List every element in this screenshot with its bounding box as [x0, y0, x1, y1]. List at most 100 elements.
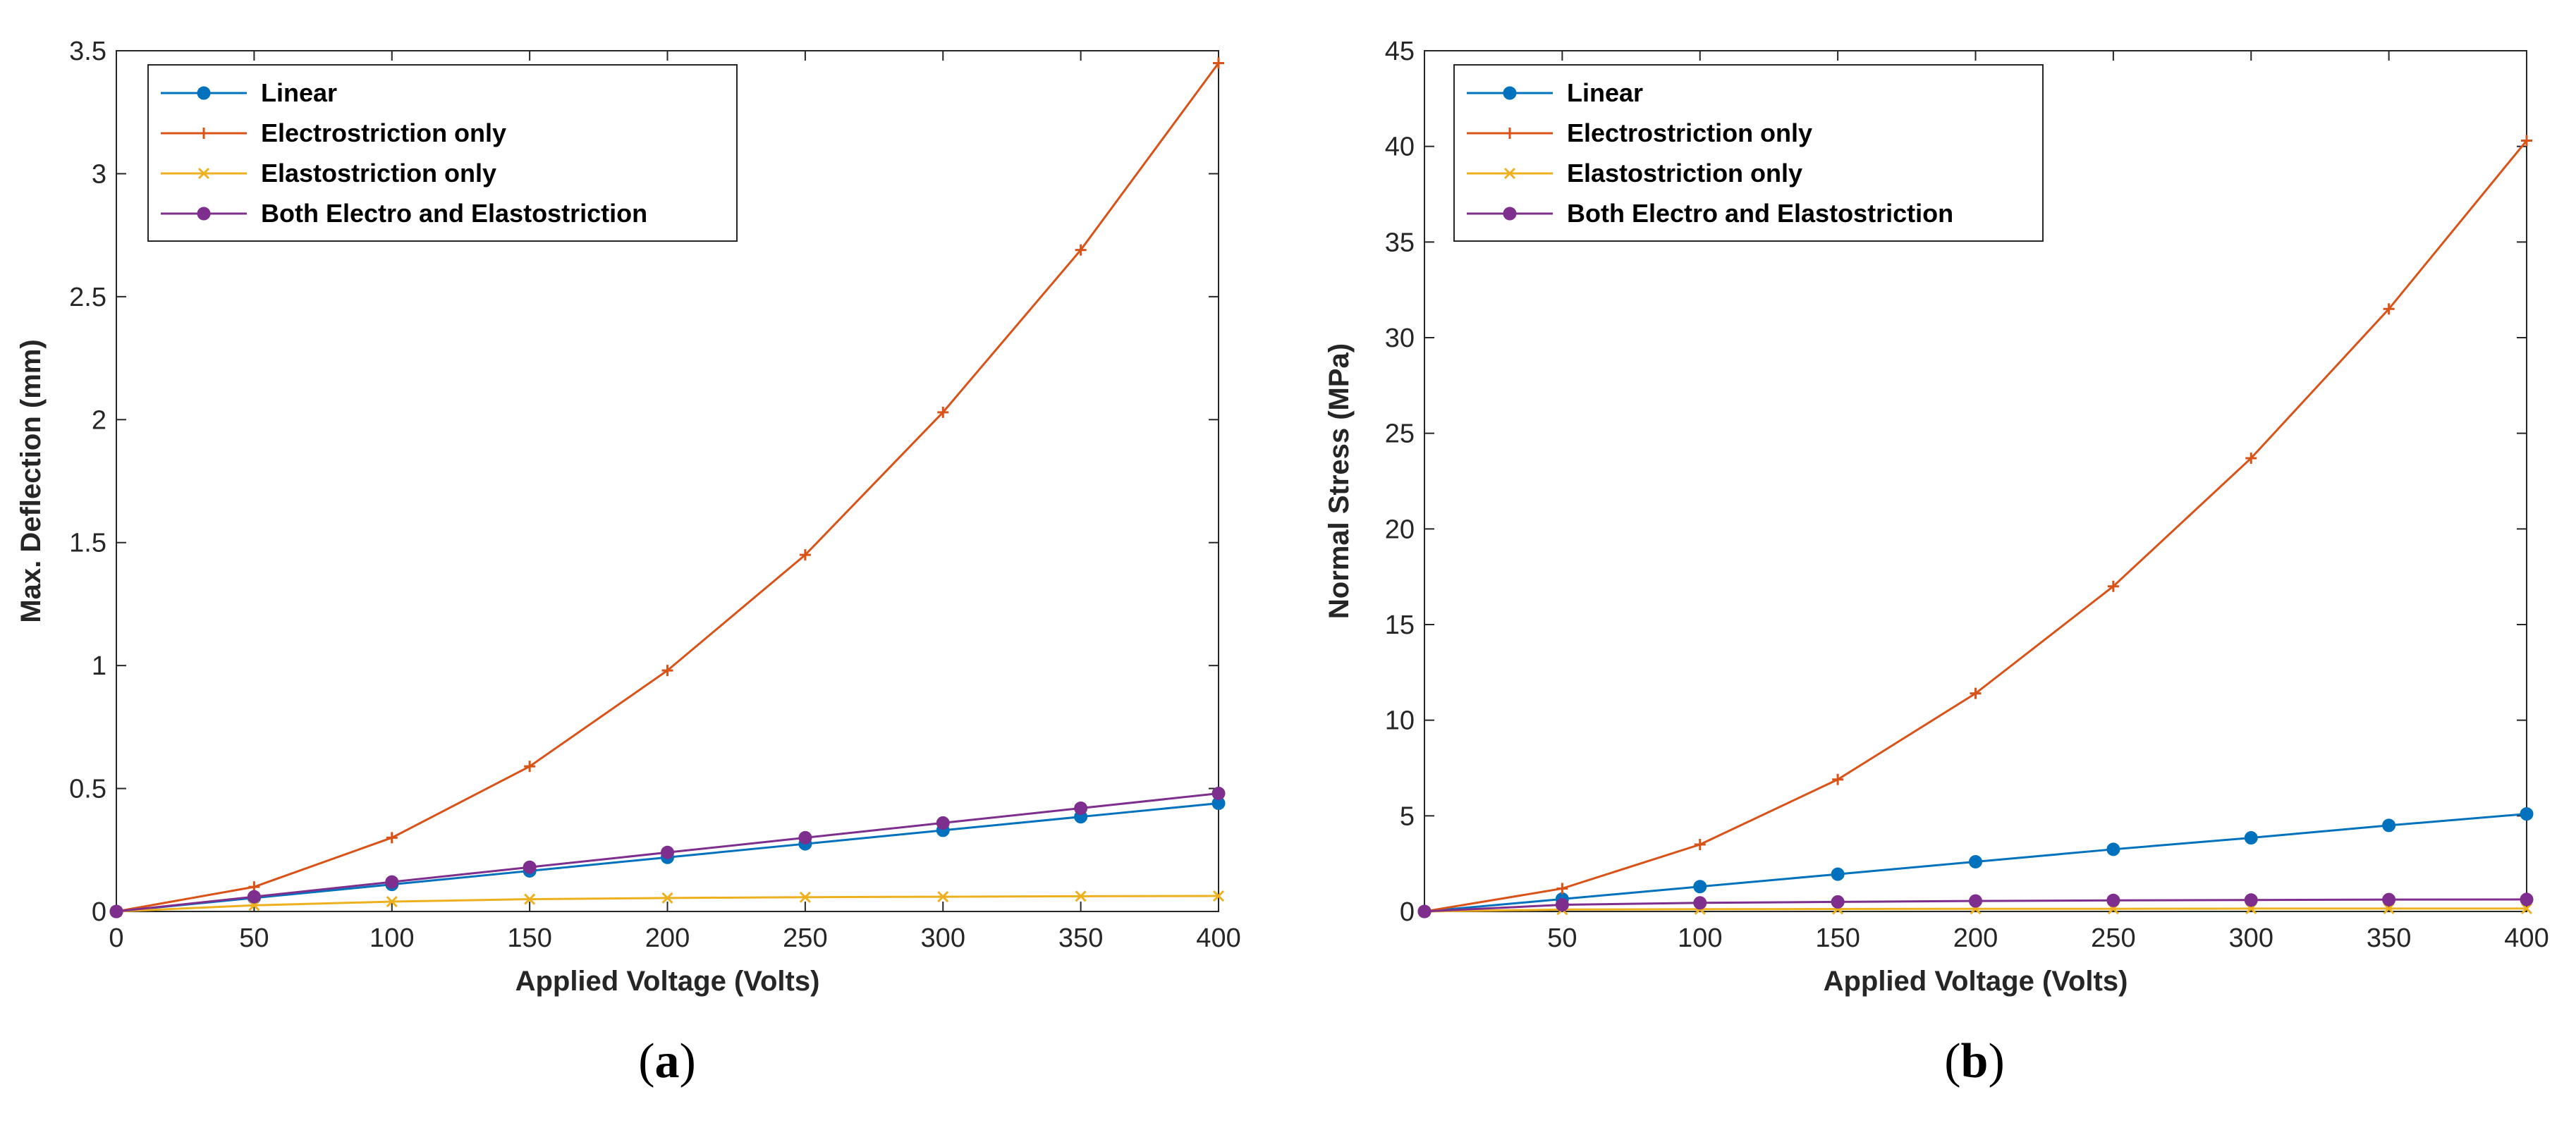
- chart-a-series-1-point: [524, 761, 536, 773]
- chart-a-x-tick-label: 300: [921, 923, 965, 953]
- chart-b-x-tick-label: 250: [2091, 923, 2135, 953]
- chart-a-legend-label: Both Electro and Elastostriction: [261, 199, 647, 228]
- chart-a-y-tick-label: 2: [92, 405, 106, 435]
- chart-b-series-1-point: [2107, 580, 2119, 592]
- chart-a-x-tick-label: 250: [783, 923, 827, 953]
- chart-b-legend-marker: [1503, 167, 1516, 180]
- chart-b-x-tick-label: 200: [1953, 923, 1998, 953]
- chart-a-legend-box: [147, 64, 738, 242]
- chart-a-y-tick-label: 2.5: [69, 283, 106, 312]
- chart-a: 0 50 100 150 200 250 300 350 400 0 0.5 1 1.5 2 2.5 3 3.5…: [16, 37, 1241, 1088]
- chart-b-series-0-point: [1831, 867, 1845, 881]
- chart-b-x-tick-label: 350: [2367, 923, 2411, 953]
- chart-b-legend-box: [1453, 64, 2044, 242]
- chart-a-caption: (a): [638, 1034, 696, 1088]
- chart-b-series-2-point: [2520, 902, 2533, 914]
- chart-a-series-3-point: [109, 904, 123, 919]
- chart-a-legend-label: Linear: [261, 78, 337, 107]
- chart-b-y-tick-label: 25: [1385, 419, 1415, 449]
- chart-b-series-3: [1417, 892, 2534, 919]
- chart-a-x-tick-label: 50: [239, 923, 269, 953]
- chart-a-x-tick-label: 350: [1058, 923, 1103, 953]
- chart-a-series-2-point: [661, 892, 673, 904]
- chart-a-series-1-point: [1075, 244, 1087, 256]
- chart-a-y-tick-label: 0.5: [69, 775, 106, 804]
- chart-b-y-axis-label: Normal Stress (MPa): [1324, 343, 1355, 619]
- chart-a-series-2-point: [386, 895, 398, 908]
- chart-b-legend-label: Electrostriction only: [1567, 118, 1812, 147]
- chart-b-y-tick-label: 30: [1385, 324, 1415, 353]
- chart-b-series-0-point: [1969, 854, 1982, 868]
- chart-b-series-0-point: [2244, 831, 2258, 845]
- chart-b-x-tick-label: 50: [1547, 923, 1577, 953]
- chart-a-series-3-point: [1074, 801, 1088, 815]
- chart-b-caption-letter: b: [1961, 1034, 1989, 1088]
- chart-a-series-2-point: [937, 891, 949, 903]
- chart-b-y-tick-label: 40: [1385, 133, 1415, 162]
- chart-a-legend-marker: [197, 167, 210, 180]
- chart-b-series-0-point: [2520, 807, 2534, 821]
- chart-b-legend-label: Linear: [1567, 78, 1643, 107]
- chart-a-legend-marker: [197, 207, 211, 221]
- chart-b-legend: Linear Electrostriction only Elastostricti…: [1453, 64, 2044, 242]
- chart-b-y-tick-label: 5: [1400, 802, 1415, 831]
- chart-b-series-1-point: [2245, 452, 2257, 464]
- chart-b-series-1-point: [1556, 883, 1568, 895]
- chart-b-series-3-point: [1693, 896, 1707, 910]
- chart-b-legend-label: Both Electro and Elastostriction: [1567, 199, 1953, 228]
- chart-a-series-1: [111, 57, 1224, 917]
- chart-b-legend-marker: [1504, 128, 1515, 139]
- chart-b-series-3-point: [2382, 892, 2396, 907]
- chart-a-series-1-point: [661, 665, 673, 677]
- chart-a-series-3: [109, 787, 1226, 919]
- chart-a-series-2-point: [524, 893, 536, 905]
- chart-a-series-1-point: [937, 406, 949, 418]
- chart-b-y-tick-label: 35: [1385, 228, 1415, 257]
- chart-a-series-3-point: [798, 830, 812, 845]
- chart-b-series-1-point: [2383, 303, 2395, 315]
- chart-a-y-tick-label: 3.5: [69, 37, 106, 66]
- chart-b-series-3-point: [1831, 895, 1845, 909]
- chart-a-legend: Linear Electrostriction only Elastostricti…: [147, 64, 738, 242]
- chart-a-series-1-point: [386, 832, 398, 844]
- chart-b-series-1-point: [1694, 839, 1706, 851]
- chart-b-x-axis-label: Applied Voltage (Volts): [1824, 966, 2128, 997]
- chart-b-caption: (b): [1944, 1034, 2005, 1088]
- chart-a-x-tick-label: 0: [109, 923, 123, 953]
- chart-b-series-3-point: [2520, 892, 2534, 907]
- chart-b-series-3-point: [1969, 894, 1982, 908]
- chart-b: 50 100 150 200 250 300 350 400 0 5 10 15 20 25 30 35 40 4…: [1324, 37, 2549, 1088]
- chart-a-x-tick-label: 150: [507, 923, 551, 953]
- chart-b-x-tick-label: 300: [2229, 923, 2273, 953]
- chart-b-series-3-point: [1417, 904, 1432, 919]
- chart-b-series-0-point: [2106, 842, 2120, 856]
- chart-b-y-tick-label: 20: [1385, 515, 1415, 544]
- chart-b-y-tick-label: 10: [1385, 706, 1415, 736]
- chart-a-y-tick-label: 0: [92, 897, 106, 927]
- chart-a-series-2-point: [1212, 890, 1225, 902]
- chart-b-series-0-point: [1693, 880, 1707, 894]
- chart-a-x-tick-label: 400: [1196, 923, 1240, 953]
- chart-b-series-3-point: [2244, 893, 2258, 907]
- chart-b-series-1: [1419, 135, 2532, 917]
- chart-a-series-2-point: [1075, 890, 1087, 902]
- chart-a-series-1-point: [1213, 57, 1224, 69]
- chart-b-x-tick-label: 400: [2504, 923, 2548, 953]
- chart-a-series-3-point: [661, 845, 674, 859]
- chart-b-legend-marker: [1503, 207, 1517, 221]
- chart-a-y-tick-label: 3: [92, 159, 106, 189]
- chart-b-legend-label: Elastostriction only: [1567, 159, 1802, 188]
- chart-a-y-tick-label: 1: [92, 651, 106, 681]
- chart-a-caption-letter: a: [655, 1034, 680, 1088]
- chart-b-y-tick-label: 0: [1400, 897, 1415, 927]
- chart-b-series-1-point: [2521, 135, 2532, 147]
- chart-b-x-tick-label: 150: [1815, 923, 1860, 953]
- chart-a-series-3-point: [247, 890, 261, 904]
- chart-a-legend-marker: [197, 86, 211, 100]
- chart-b-y-tick-label: 15: [1385, 610, 1415, 640]
- chart-b-y-tick-label: 45: [1385, 37, 1415, 66]
- chart-a-series-3-point: [385, 875, 399, 889]
- chart-b-series-3-point: [1555, 898, 1569, 912]
- chart-a-y-axis-label: Max. Deflection (mm): [16, 339, 47, 622]
